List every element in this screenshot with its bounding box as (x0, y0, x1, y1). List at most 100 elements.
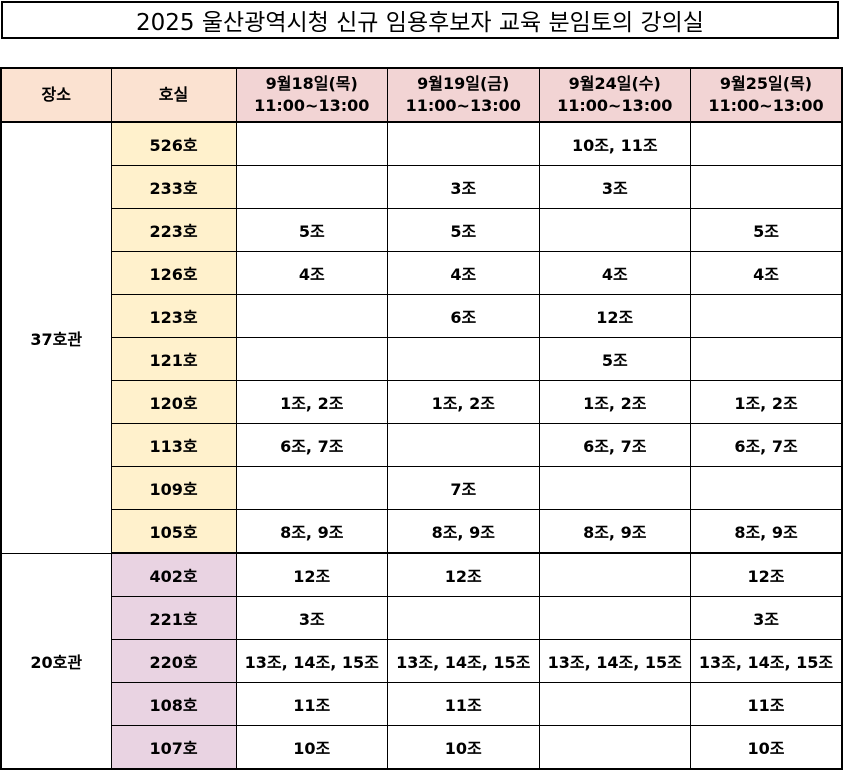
group-cell: 11조 (690, 682, 843, 726)
group-cell: 6조, 7조 (538, 423, 691, 467)
table-row: 105호 8조, 9조 8조, 9조 8조, 9조 8조, 9조 (1, 509, 843, 554)
group-cell: 3조 (538, 165, 691, 209)
group-cell (538, 682, 691, 726)
group-cell: 11조 (387, 682, 540, 726)
group-cell: 5조 (387, 208, 540, 252)
group-cell: 5조 (235, 208, 388, 252)
room-cell: 402호 (110, 552, 237, 597)
table-row: 113호 6조, 7조 6조, 7조 6조, 7조 (1, 423, 843, 467)
group-cell (538, 552, 691, 597)
header-time: 11:00~13:00 (405, 96, 521, 115)
group-cell: 3조 (690, 596, 843, 640)
group-cell: 10조 (387, 725, 540, 770)
group-cell: 10조 (690, 725, 843, 770)
group-cell: 5조 (690, 208, 843, 252)
header-room: 호실 (110, 67, 237, 123)
table-row: 221호 3조 3조 (1, 596, 843, 640)
group-cell: 4조 (235, 251, 388, 295)
group-cell (690, 294, 843, 338)
header-date: 9월19일(금) (417, 74, 510, 93)
room-cell: 121호 (110, 337, 237, 381)
group-cell (387, 337, 540, 381)
group-cell (538, 208, 691, 252)
group-cell (690, 466, 843, 510)
group-cell: 8조, 9조 (690, 509, 843, 554)
group-cell: 13조, 14조, 15조 (690, 639, 843, 683)
table-row: 223호 5조 5조 5조 (1, 208, 843, 252)
header-date: 9월18일(목) (265, 74, 358, 93)
table-row: 20호관 402호 12조 12조 12조 (0, 552, 843, 770)
group-cell: 12조 (690, 552, 843, 597)
table-row: 37호관 526호 10조, 11조 (0, 121, 843, 554)
header-day: 9월18일(목) 11:00~13:00 (235, 67, 388, 123)
group-cell: 8조, 9조 (235, 509, 388, 554)
header-time: 11:00~13:00 (254, 96, 370, 115)
group-cell (235, 165, 388, 209)
group-cell: 4조 (538, 251, 691, 295)
group-cell: 3조 (387, 165, 540, 209)
group-cell: 13조, 14조, 15조 (538, 639, 691, 683)
header-date: 9월24일(수) (568, 74, 661, 93)
room-cell: 126호 (110, 251, 237, 295)
group-cell: 8조, 9조 (387, 509, 540, 554)
table-body: 37호관 526호 10조, 11조 233호 3조 3조 223호 5조 5조 5조 126호 4조… (0, 121, 843, 770)
table-row: 126호 4조 4조 4조 4조 (1, 251, 843, 295)
table-row: 220호 13조, 14조, 15조 13조, 14조, 15조 13조, 14조, … (1, 639, 843, 683)
group-cell: 10조, 11조 (538, 121, 691, 166)
table-row: 108호 11조 11조 11조 (1, 682, 843, 726)
table-row: 109호 7조 (1, 466, 843, 510)
group-cell (235, 121, 388, 166)
group-cell: 1조, 2조 (235, 380, 388, 424)
group-cell: 8조, 9조 (538, 509, 691, 554)
header-time: 11:00~13:00 (708, 96, 824, 115)
table-row: 120호 1조, 2조 1조, 2조 1조, 2조 1조, 2조 (1, 380, 843, 424)
schedule-table: 장소 호실 9월18일(목) 11:00~13:00 9월19일(금) 11:0… (0, 67, 843, 770)
room-cell: 105호 (110, 509, 237, 554)
group-cell (387, 423, 540, 467)
table-row: 123호 6조 12조 (1, 294, 843, 338)
room-cell: 120호 (110, 380, 237, 424)
group-cell (690, 337, 843, 381)
group-cell: 13조, 14조, 15조 (235, 639, 388, 683)
header-date: 9월25일(목) (719, 74, 813, 93)
group-cell (538, 466, 691, 510)
room-cell: 113호 (110, 423, 237, 467)
group-cell: 5조 (538, 337, 691, 381)
group-cell (690, 121, 843, 166)
header-day: 9월19일(금) 11:00~13:00 (387, 67, 540, 123)
room-cell: 221호 (110, 596, 237, 640)
group-cell: 12조 (387, 552, 540, 597)
header-time: 11:00~13:00 (557, 96, 673, 115)
group-cell: 6조, 7조 (235, 423, 388, 467)
table-row: 121호 5조 (1, 337, 843, 381)
group-cell (235, 466, 388, 510)
group-cell: 1조, 2조 (538, 380, 691, 424)
header-day: 9월25일(목) 11:00~13:00 (690, 67, 843, 123)
table-row: 107호 10조 10조 10조 (1, 725, 843, 770)
room-cell: 108호 (110, 682, 237, 726)
group-cell: 11조 (235, 682, 388, 726)
table-row: 233호 3조 3조 (1, 165, 843, 209)
group-cell: 12조 (235, 552, 388, 597)
group-cell (690, 165, 843, 209)
group-cell: 6조, 7조 (690, 423, 843, 467)
group-cell: 4조 (387, 251, 540, 295)
room-cell: 233호 (110, 165, 237, 209)
group-cell (235, 294, 388, 338)
group-cell: 13조, 14조, 15조 (387, 639, 540, 683)
group-cell (538, 725, 691, 770)
group-cell (235, 337, 388, 381)
room-cell: 109호 (110, 466, 237, 510)
group-cell: 1조, 2조 (690, 380, 843, 424)
title-box: 2025 울산광역시청 신규 임용후보자 교육 분임토의 강의실 (1, 1, 839, 39)
building-cell: 37호관 (0, 121, 112, 554)
room-cell: 526호 (110, 121, 237, 166)
header-row: 장소 호실 9월18일(목) 11:00~13:00 9월19일(금) 11:0… (0, 67, 843, 123)
group-cell: 6조 (387, 294, 540, 338)
group-cell: 7조 (387, 466, 540, 510)
page-title: 2025 울산광역시청 신규 임용후보자 교육 분임토의 강의실 (136, 10, 704, 36)
group-cell (387, 121, 540, 166)
header-place: 장소 (0, 67, 112, 123)
group-cell: 10조 (235, 725, 388, 770)
room-cell: 223호 (110, 208, 237, 252)
